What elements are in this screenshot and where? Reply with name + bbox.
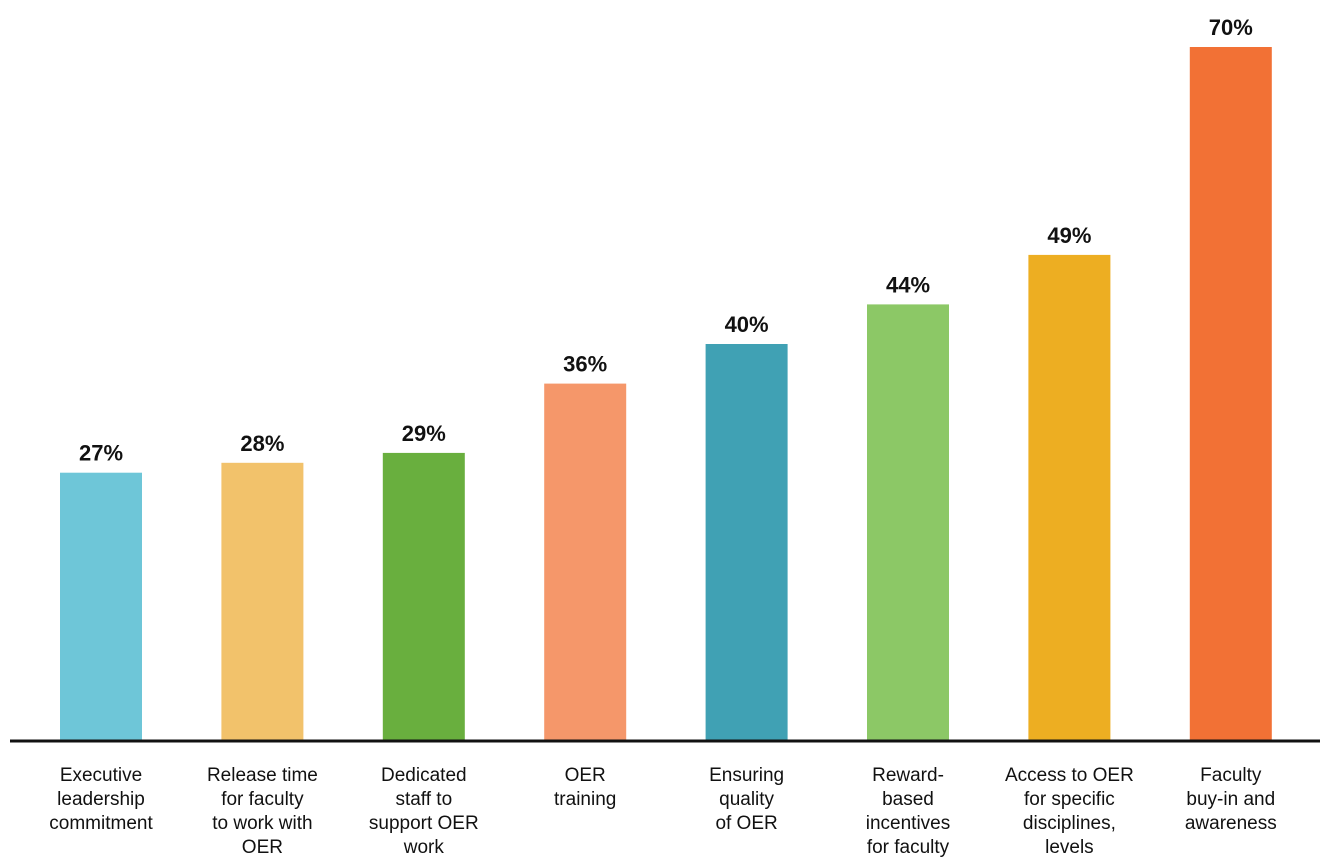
category-label-line: disciplines, xyxy=(1023,813,1116,834)
category-label-line: Release time xyxy=(207,765,318,786)
category-label-line: Faculty xyxy=(1200,765,1262,786)
category-label-line: buy-in and xyxy=(1186,789,1275,810)
category-label: Dedicated staff to support OER work xyxy=(369,765,479,858)
category-label-line: Dedicated xyxy=(381,765,467,786)
bar xyxy=(544,383,627,740)
bar-value-label: 27% xyxy=(79,441,123,466)
category-label-line: training xyxy=(554,789,616,810)
category-label-line: work xyxy=(403,837,445,858)
bar-value-label: 40% xyxy=(725,312,769,337)
category-label-line: for faculty xyxy=(221,789,304,810)
category-label: Faculty buy-in and awareness xyxy=(1185,765,1277,834)
category-label-line: Reward- xyxy=(872,765,944,786)
bar xyxy=(221,462,304,740)
bar xyxy=(1189,47,1272,740)
bar-value-label: 28% xyxy=(240,431,284,456)
bar xyxy=(867,304,949,740)
category-label-line: OER xyxy=(565,765,606,786)
category-label-line: based xyxy=(882,789,934,810)
category-label-line: to work with xyxy=(212,813,312,834)
category-label-line: awareness xyxy=(1185,813,1277,834)
category-label-line: for faculty xyxy=(867,837,950,858)
category-label-line: incentives xyxy=(866,813,951,834)
category-label: Release time for faculty to work with OER xyxy=(207,765,318,858)
category-label-line: OER xyxy=(242,837,283,858)
category-label: Ensuring quality of OER xyxy=(709,765,784,834)
bar xyxy=(1028,254,1111,740)
category-label-line: support OER xyxy=(369,813,479,834)
bars-group xyxy=(60,47,1272,740)
bar xyxy=(382,452,465,740)
category-label-line: Access to OER xyxy=(1005,765,1134,786)
category-label-line: levels xyxy=(1045,837,1094,858)
bar-value-label: 70% xyxy=(1209,15,1253,40)
category-label: Reward-based incentives for faculty xyxy=(866,765,951,858)
category-label: OER training xyxy=(554,765,616,810)
bar-value-label: 44% xyxy=(886,272,930,297)
category-label: Access to OER for specific disciplines, lev… xyxy=(1005,765,1134,858)
category-label-line: commitment xyxy=(49,813,153,834)
category-label-line: Executive xyxy=(60,765,142,786)
category-label-line: Ensuring xyxy=(709,765,784,786)
category-label: Executive leadership commitment xyxy=(49,765,153,834)
category-label-line: quality xyxy=(719,789,774,810)
category-label-line: leadership xyxy=(57,789,145,810)
bar xyxy=(60,472,142,740)
bar-value-label: 29% xyxy=(402,421,446,446)
bar-value-label: 36% xyxy=(563,352,607,377)
category-label-line: for specific xyxy=(1024,789,1115,810)
category-label-line: of OER xyxy=(715,813,777,834)
category-labels-group: Executive leadership commitment Release tim… xyxy=(49,765,1276,858)
bar xyxy=(705,344,788,740)
value-labels-group: 27% 28% 29% 36% 40% 44% 49% 70% xyxy=(79,15,1253,466)
category-label-line: staff to xyxy=(395,789,452,810)
bar-value-label: 49% xyxy=(1047,223,1091,248)
